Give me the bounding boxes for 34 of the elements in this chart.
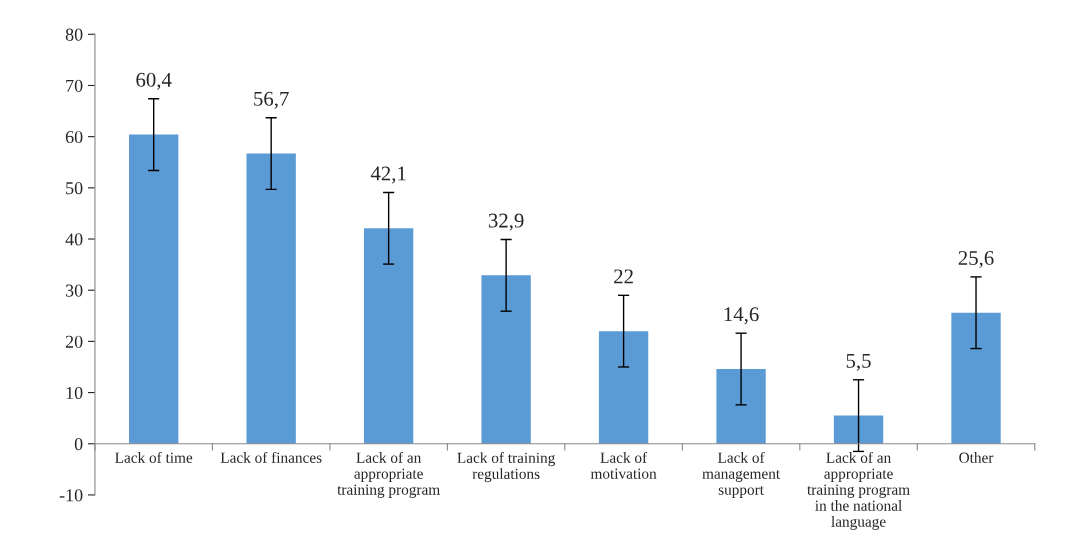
x-tick-label: Lack of time — [115, 451, 193, 463]
data-label: 32,9 — [488, 213, 524, 231]
bar — [129, 134, 179, 444]
y-tick-label: 60 — [65, 130, 83, 144]
bar — [833, 415, 884, 444]
data-label: 60,4 — [136, 72, 172, 90]
bar — [363, 228, 414, 444]
data-label: 5,5 — [846, 354, 871, 371]
y-tick-label: 10 — [66, 386, 83, 400]
bar — [716, 369, 766, 444]
x-tick-label: Lack of finances — [220, 451, 322, 463]
bar — [481, 275, 531, 444]
y-tick-label: 0 — [74, 438, 83, 451]
y-tick-label: -10 — [59, 489, 83, 502]
y-tick-label: 70 — [66, 79, 83, 92]
data-label: 25,6 — [958, 250, 994, 268]
data-label: 22 — [614, 269, 633, 284]
bar — [246, 153, 296, 444]
data-label: 14,6 — [724, 307, 759, 325]
x-tick-label: Other — [959, 452, 994, 463]
y-tick-label: 80 — [65, 28, 83, 41]
y-tick-label: 20 — [65, 335, 83, 348]
bar — [598, 331, 649, 444]
x-tick-label: Lack of an appropriate training program in the national language — [807, 451, 910, 530]
x-tick-label: Lack of motivation — [590, 451, 657, 479]
data-label: 42,1 — [370, 166, 406, 184]
data-label: 56,7 — [254, 91, 289, 109]
x-tick-label: Lack of management support — [702, 451, 781, 498]
x-tick-label: Lack of an appropriate training program — [337, 451, 440, 498]
x-tick-label: Lack of training regulations — [457, 452, 556, 483]
y-tick-label: 30 — [65, 284, 83, 297]
bar — [951, 312, 1001, 444]
y-tick-label: 40 — [65, 233, 83, 246]
y-tick-label: 50 — [66, 182, 83, 195]
